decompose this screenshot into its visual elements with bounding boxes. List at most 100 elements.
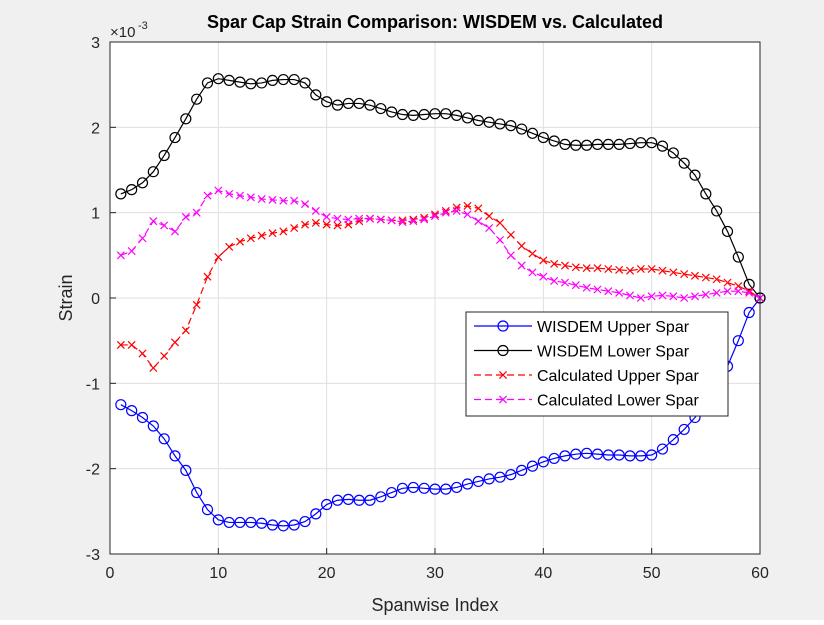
data-point [669, 268, 678, 277]
data-point [602, 138, 614, 150]
data-point [364, 494, 376, 506]
data-point [407, 481, 419, 494]
data-point [268, 195, 277, 204]
legend: WISDEM Upper Spar WISDEM Lower Spar Calcul… [465, 311, 729, 417]
legend-marker [498, 395, 508, 404]
data-point [279, 196, 288, 205]
data-point [235, 191, 245, 200]
data-point [386, 106, 398, 118]
data-point [246, 234, 255, 243]
data-point [658, 266, 667, 275]
data-point [732, 335, 744, 347]
data-point [604, 287, 613, 296]
exponent-power: -3 [138, 20, 148, 32]
data-point [355, 214, 364, 223]
data-point [636, 264, 645, 274]
data-point [625, 291, 635, 300]
data-point [365, 214, 375, 223]
data-point [495, 235, 505, 244]
data-point [593, 264, 602, 273]
x-tick-label: 60 [751, 565, 769, 582]
x-tick-label: 30 [426, 565, 444, 582]
data-point [743, 306, 755, 319]
data-point [429, 483, 441, 495]
data-point [560, 278, 570, 287]
data-point [647, 264, 656, 274]
data-point [375, 102, 387, 115]
data-point [678, 423, 690, 436]
data-point [234, 76, 246, 88]
data-point [191, 93, 203, 105]
data-point [701, 273, 710, 282]
y-tick-label: -1 [86, 376, 100, 393]
data-point [474, 217, 483, 226]
legend-item: WISDEM Lower Spar [474, 344, 690, 361]
series-wisdem-upper-spar [115, 292, 766, 532]
data-point [646, 137, 658, 149]
data-point [495, 218, 505, 227]
legend-box [465, 311, 729, 417]
data-point [169, 131, 181, 144]
data-point [669, 292, 678, 301]
data-point [376, 215, 385, 224]
x-axis-label: Spanwise Index [371, 595, 498, 615]
data-point [690, 292, 700, 301]
data-point [225, 189, 234, 198]
data-point [732, 251, 744, 263]
data-point [116, 251, 125, 260]
data-point [537, 456, 549, 468]
data-point [333, 214, 342, 223]
data-point [386, 486, 398, 499]
data-point [559, 138, 571, 150]
data-point [181, 212, 190, 221]
series-calculated-lower-spar [116, 186, 765, 303]
data-point [550, 276, 559, 285]
data-point [169, 450, 181, 462]
data-point [266, 519, 279, 531]
data-point [485, 224, 494, 233]
data-point [613, 138, 625, 150]
data-point [461, 478, 474, 490]
data-point [505, 120, 517, 132]
data-point [127, 340, 136, 349]
data-point [451, 481, 463, 494]
data-point [322, 220, 331, 229]
data-point [483, 116, 495, 128]
data-point [311, 218, 320, 227]
data-point [613, 449, 625, 461]
x-tick-label: 0 [106, 565, 115, 582]
data-point [290, 196, 299, 205]
data-point [180, 464, 192, 476]
data-point [299, 515, 311, 528]
data-point [516, 123, 528, 135]
data-point [136, 411, 149, 424]
data-point [126, 405, 138, 417]
series-calculated-upper-spar [116, 201, 765, 372]
data-point [256, 517, 268, 529]
data-point [321, 96, 333, 108]
data-point [550, 259, 559, 268]
data-point [602, 449, 614, 461]
data-point [656, 140, 669, 152]
data-point [311, 206, 320, 215]
data-point [201, 504, 214, 516]
data-point [375, 491, 387, 503]
y-tick-label: -3 [86, 547, 100, 564]
data-point [452, 203, 461, 212]
data-point [678, 157, 690, 169]
y-tick-label: 1 [91, 206, 100, 223]
data-point [472, 475, 484, 488]
data-point [461, 112, 474, 124]
data-point [582, 264, 591, 273]
data-point [451, 109, 463, 121]
data-point [279, 227, 288, 236]
data-point [582, 283, 591, 292]
data-point [647, 292, 656, 301]
data-point [225, 242, 234, 251]
data-point [430, 212, 440, 221]
data-point [115, 188, 127, 200]
data-point [149, 217, 158, 226]
data-point [680, 270, 689, 279]
data-point [277, 73, 289, 86]
data-point [734, 287, 743, 296]
